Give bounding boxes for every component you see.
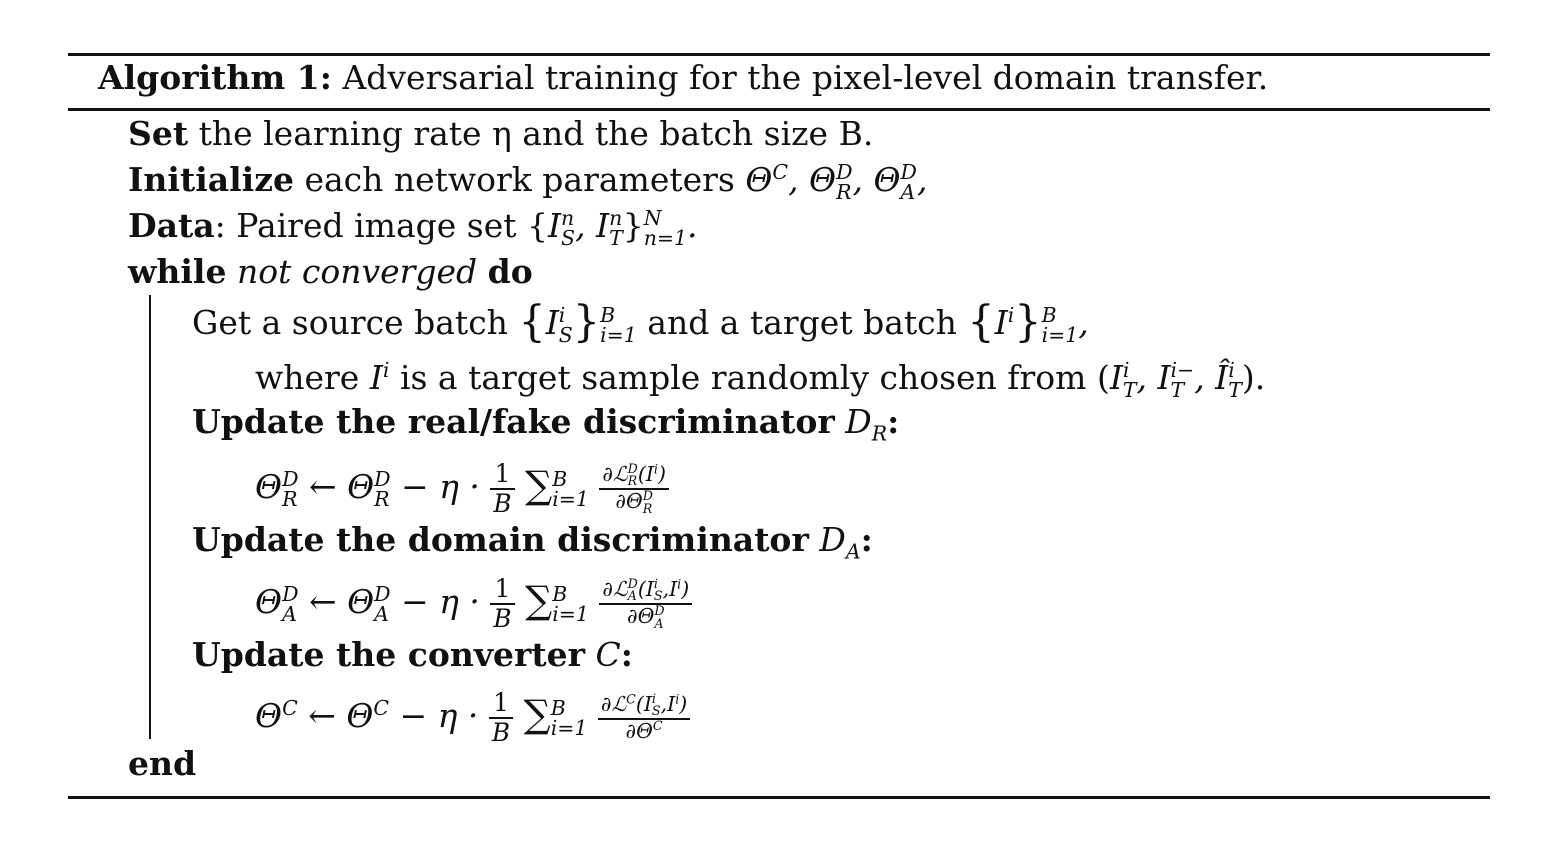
where-text2: is a target sample randomly chosen from: [399, 358, 1087, 397]
da-symbol: DA: [819, 520, 861, 564]
update-c-text: Update the converter: [192, 635, 586, 674]
top-rule: [68, 53, 1490, 56]
set-keyword: Set: [128, 114, 189, 153]
header-rule: [68, 108, 1490, 111]
line-where: where Ii is a target sample randomly cho…: [255, 358, 1265, 400]
algorithm-header: Algorithm 1: Adversarial training for th…: [98, 58, 1268, 98]
update-da-text: Update the domain discriminator: [192, 520, 809, 559]
c-symbol: C: [595, 635, 621, 674]
update-dr-text: Update the real/fake discriminator: [192, 402, 835, 441]
line-update-c: Update the converter C:: [192, 635, 633, 674]
where-var-math: Ii: [369, 358, 390, 397]
while-keyword: while: [128, 252, 227, 291]
line-update-dr: Update the real/fake discriminator DR:: [192, 402, 900, 446]
line-end: end: [128, 744, 196, 784]
dr-symbol: DR: [845, 402, 888, 446]
line-initialize: Initialize each network parameters ΘC, Θ…: [128, 160, 927, 202]
set-text: the learning rate η and the batch size B…: [198, 114, 874, 153]
get-batch-text1: Get a source batch: [192, 303, 508, 342]
end-keyword: end: [128, 744, 197, 783]
initialize-keyword: Initialize: [128, 160, 294, 199]
bottom-rule: [68, 796, 1490, 799]
algorithm-label: Algorithm 1:: [98, 58, 332, 97]
where-text1: where: [255, 358, 360, 397]
loop-bar: [149, 295, 151, 739]
data-text: : Paired image set: [214, 206, 517, 245]
algorithm-caption: Adversarial training for the pixel-level…: [342, 58, 1269, 97]
get-batch-text2: and a target batch: [647, 303, 957, 342]
initialize-text: each network parameters: [304, 160, 735, 199]
data-keyword: Data: [128, 206, 215, 245]
line-while: while not converged do: [128, 252, 533, 292]
do-keyword: do: [487, 252, 533, 291]
while-condition: not converged: [236, 252, 478, 291]
line-set: Set the learning rate η and the batch si…: [128, 114, 873, 154]
line-update-da: Update the domain discriminator DA:: [192, 520, 873, 564]
